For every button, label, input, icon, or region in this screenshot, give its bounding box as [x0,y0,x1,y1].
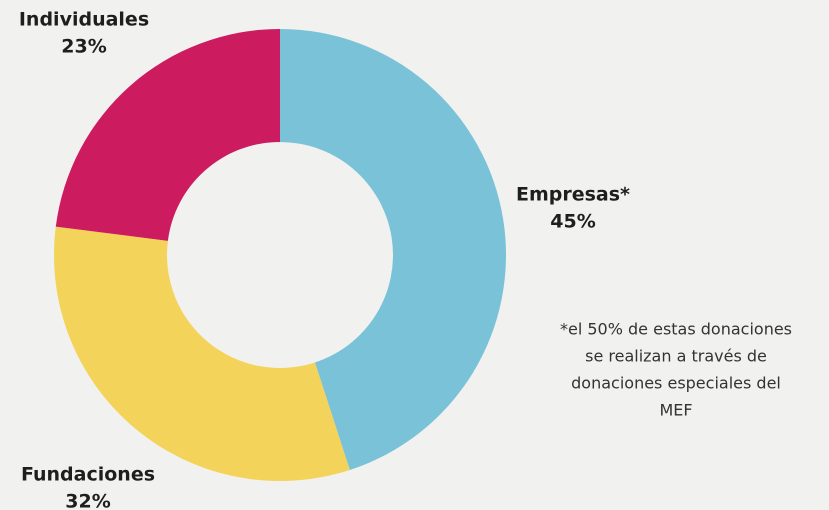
slice-label: Individuales [19,9,149,31]
slice-label: Fundaciones [21,464,155,486]
annotation: MEF [659,401,692,420]
slice-label: Empresas* [516,184,630,206]
annotation: *el 50% de estas donaciones [560,320,792,339]
slice-value: 32% [65,491,110,510]
annotation: se realizan a través de [585,347,767,366]
slice-value: 23% [61,36,106,58]
annotation: donaciones especiales del [571,374,781,393]
donut-slice [53,226,350,482]
donut-slice [55,29,281,241]
donut-slice [280,29,506,470]
slice-value: 45% [550,211,595,233]
